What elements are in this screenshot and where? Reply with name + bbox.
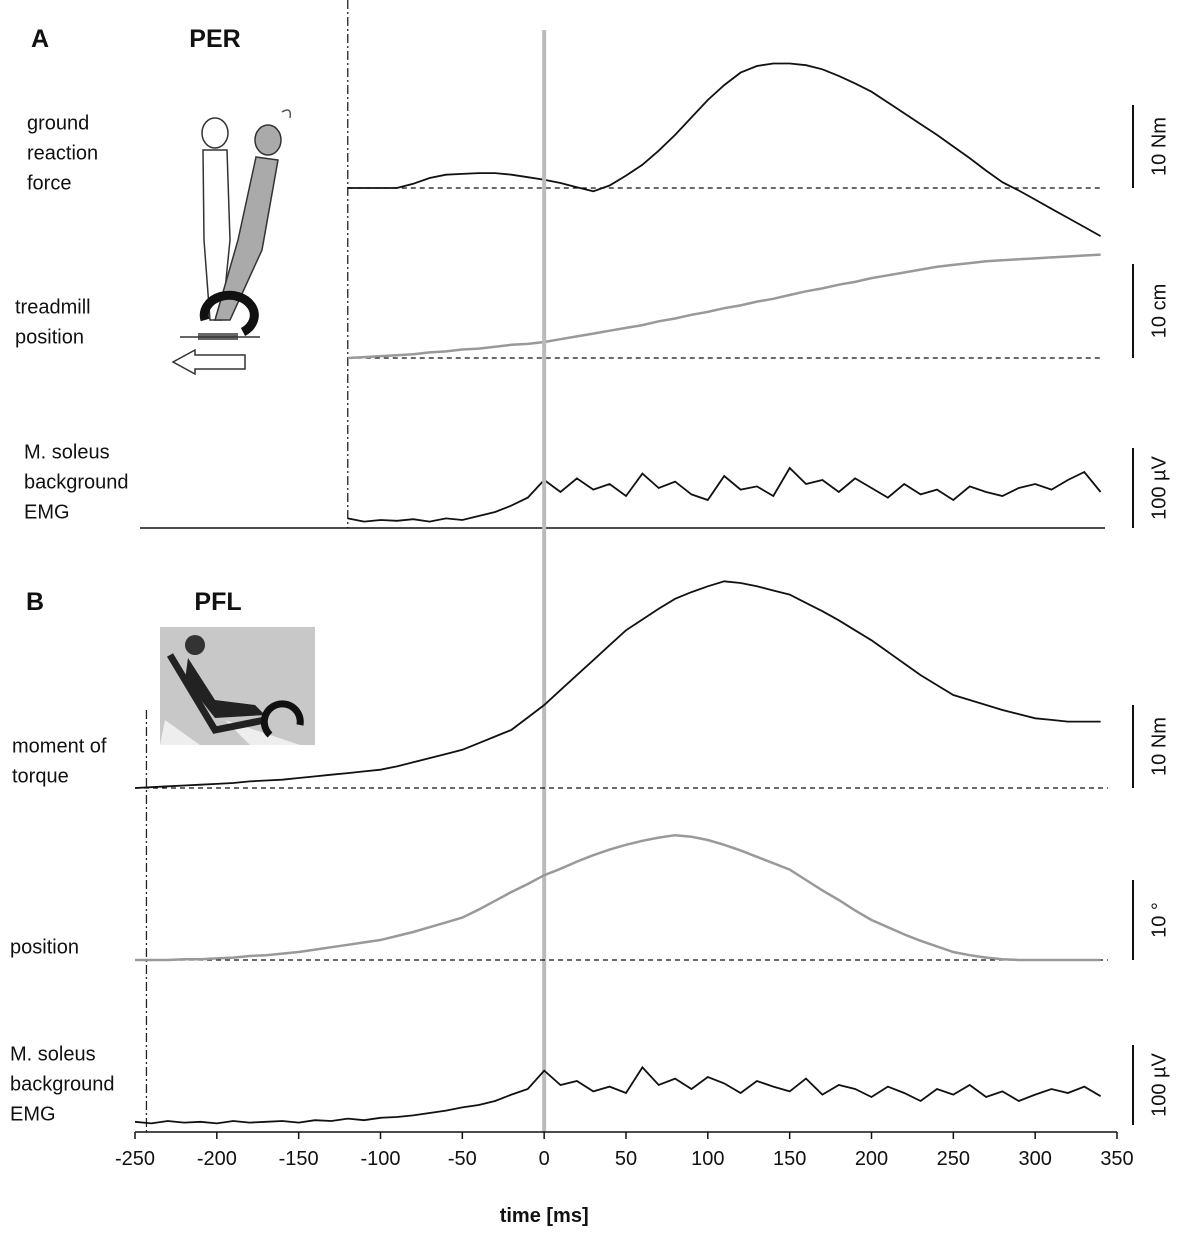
trace-label: M. soleus [24, 441, 110, 463]
scale-label: 100 µV [1148, 1052, 1170, 1116]
illustration-per [171, 109, 292, 376]
trace-label: treadmill [15, 296, 91, 318]
trace [135, 833, 1101, 962]
trace-label: torque [12, 765, 69, 787]
x-tick-label: 150 [773, 1148, 806, 1170]
x-tick-label: 350 [1100, 1148, 1133, 1170]
x-tick-label: -50 [448, 1148, 477, 1170]
scale-label: 10 Nm [1148, 717, 1170, 776]
x-tick-label: -200 [197, 1148, 237, 1170]
x-tick-label: 200 [855, 1148, 888, 1170]
scale-label: 10 cm [1148, 284, 1170, 338]
panel-letter: B [26, 588, 44, 616]
trace [134, 1065, 1102, 1125]
x-tick-label: 250 [937, 1148, 970, 1170]
trace-label: background [24, 471, 129, 493]
trace-label: reaction [27, 142, 98, 164]
trace-label: moment of [12, 735, 107, 757]
x-tick-label: -100 [360, 1148, 400, 1170]
panel-title: PER [189, 25, 240, 53]
trace-label: background [10, 1073, 115, 1095]
trace [347, 62, 1102, 237]
trace [347, 466, 1102, 523]
scale-label: 100 µV [1148, 455, 1170, 519]
panel-letter: A [31, 25, 49, 53]
panel-title: PFL [194, 588, 241, 616]
x-tick-label: 300 [1018, 1148, 1051, 1170]
x-tick-label: 0 [539, 1148, 550, 1170]
x-tick-label: 100 [691, 1148, 724, 1170]
trace-label: position [10, 936, 79, 958]
trace-label: ground [27, 112, 89, 134]
trace [134, 580, 1101, 789]
trace-label: force [27, 172, 71, 194]
x-tick-label: 50 [615, 1148, 637, 1170]
trace-label: EMG [24, 501, 70, 523]
trace-label: M. soleus [10, 1043, 96, 1065]
x-tick-label: -250 [115, 1148, 155, 1170]
illustration-pfl [160, 627, 315, 745]
scale-label: 10 Nm [1148, 117, 1170, 176]
trace-label: position [15, 326, 84, 348]
trace [347, 253, 1101, 360]
x-tick-label: -150 [279, 1148, 319, 1170]
x-axis-title: time [ms] [500, 1205, 589, 1227]
trace-label: EMG [10, 1103, 56, 1125]
scale-label: 10 ° [1148, 902, 1170, 938]
